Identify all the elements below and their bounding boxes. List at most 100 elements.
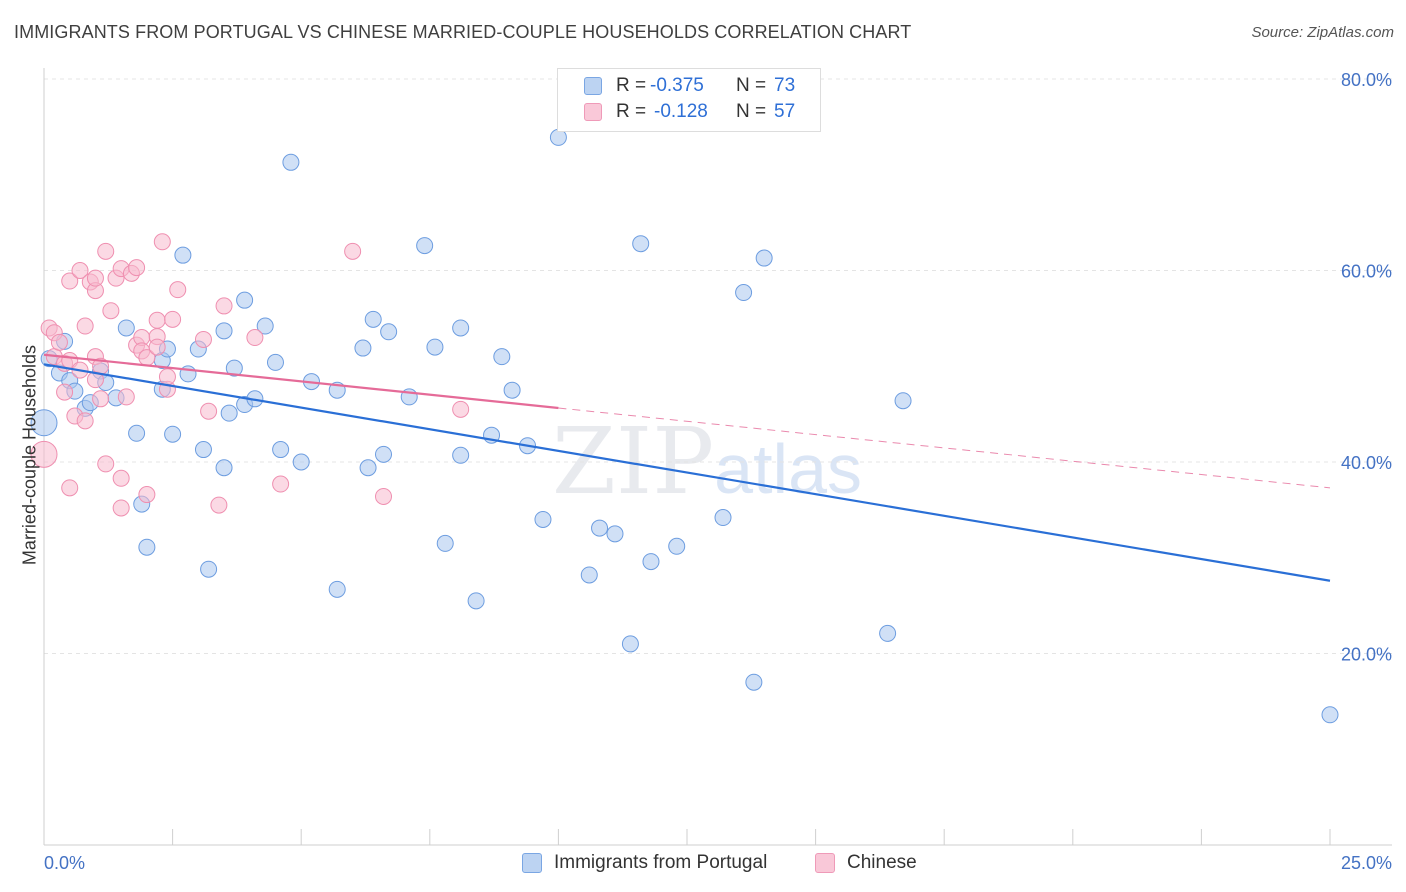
data-point-portugal — [894, 392, 912, 410]
data-point-chinese — [97, 242, 115, 260]
data-point-chinese — [117, 388, 135, 406]
data-point-chinese — [375, 487, 393, 505]
data-point-chinese — [452, 400, 470, 418]
data-point-portugal — [138, 538, 156, 556]
data-point-portugal — [215, 459, 233, 477]
data-point-chinese — [153, 233, 171, 251]
data-point-portugal — [117, 319, 135, 337]
data-point-portugal — [380, 323, 398, 341]
data-point-portugal — [364, 310, 382, 328]
data-point-portugal — [668, 537, 686, 555]
data-point-portugal — [1321, 706, 1339, 724]
data-point-portugal — [375, 445, 393, 463]
data-point-chinese — [50, 333, 68, 351]
data-point-portugal — [879, 624, 897, 642]
data-point-portugal — [452, 446, 470, 464]
data-point-portugal — [354, 339, 372, 357]
data-point-portugal — [493, 348, 511, 366]
data-point-portugal — [236, 291, 254, 309]
y-tick-label: 40.0% — [1341, 453, 1392, 473]
data-point-portugal — [534, 510, 552, 528]
trend-line-portugal — [43, 363, 1331, 582]
bottom-legend-swatch-chinese — [815, 853, 835, 873]
legend-n-label: N = — [736, 101, 767, 122]
data-point-portugal — [128, 424, 146, 442]
data-point-portugal — [503, 381, 521, 399]
data-point-portugal — [164, 425, 182, 443]
legend-swatch-portugal — [584, 77, 602, 95]
data-point-portugal — [359, 459, 377, 477]
data-point-portugal — [174, 246, 192, 264]
data-point-chinese — [200, 402, 218, 420]
data-point-chinese — [344, 242, 362, 260]
legend-r-value-portugal: -0.375 — [650, 75, 704, 96]
data-point-chinese — [215, 297, 233, 315]
y-axis-label: Married-couple Households — [19, 344, 40, 566]
data-point-chinese — [164, 310, 182, 328]
data-point-chinese — [76, 412, 94, 430]
correlation-legend: R = -0.375 N = 73 R = -0.128 N = 57 — [557, 68, 821, 132]
data-point-chinese — [61, 272, 79, 290]
data-point-chinese — [30, 440, 58, 468]
data-point-chinese — [97, 455, 115, 473]
data-point-portugal — [591, 519, 609, 537]
data-point-portugal — [215, 322, 233, 340]
data-point-chinese — [246, 329, 264, 347]
data-point-portugal — [580, 566, 598, 584]
legend-n-value-portugal: 73 — [774, 75, 796, 96]
data-point-chinese — [56, 383, 74, 401]
data-point-chinese — [102, 302, 120, 320]
legend-r-label: R = — [616, 75, 647, 96]
data-point-chinese — [148, 311, 166, 329]
data-point-chinese — [112, 469, 130, 487]
data-point-portugal — [621, 635, 639, 653]
data-point-portugal — [755, 249, 773, 267]
data-point-portugal — [282, 153, 300, 171]
data-point-portugal — [467, 592, 485, 610]
data-point-chinese — [138, 486, 156, 504]
data-point-chinese — [272, 475, 290, 493]
data-point-portugal — [328, 580, 346, 598]
trend-line-dashed-chinese — [558, 407, 1331, 489]
data-point-chinese — [61, 479, 79, 497]
bottom-legend-swatch-portugal — [522, 853, 542, 873]
legend-r-label: R = — [616, 101, 647, 122]
data-point-portugal — [606, 525, 624, 543]
data-point-portugal — [194, 441, 212, 459]
data-point-portugal — [642, 553, 660, 571]
data-point-portugal — [30, 409, 58, 437]
bottom-legend-label-portugal: Immigrants from Portugal — [554, 852, 768, 873]
legend-n-label: N = — [736, 75, 767, 96]
legend-r-value-chinese: -0.128 — [654, 101, 708, 122]
bottom-legend-label-chinese: Chinese — [847, 852, 917, 873]
data-point-portugal — [714, 509, 732, 527]
data-point-portugal — [200, 560, 218, 578]
legend-n-value-chinese: 57 — [774, 101, 796, 122]
legend-swatch-chinese — [584, 103, 602, 121]
data-point-portugal — [745, 673, 763, 691]
data-point-chinese — [169, 281, 187, 299]
data-point-chinese — [148, 338, 166, 356]
data-point-portugal — [452, 319, 470, 337]
trend-line-chinese — [43, 353, 559, 410]
data-point-portugal — [292, 453, 310, 471]
source-credit: Source: ZipAtlas.com — [1251, 24, 1394, 41]
data-point-portugal — [256, 317, 274, 335]
data-point-chinese — [92, 390, 110, 408]
x-tick-label: 25.0% — [1341, 853, 1392, 873]
x-tick-label: 0.0% — [44, 853, 85, 873]
data-point-chinese — [210, 496, 228, 514]
data-point-chinese — [112, 499, 130, 517]
data-point-chinese — [76, 317, 94, 335]
data-point-portugal — [416, 237, 434, 255]
data-point-portugal — [272, 441, 290, 459]
data-point-portugal — [220, 404, 238, 422]
chart-title: IMMIGRANTS FROM PORTUGAL VS CHINESE MARR… — [14, 22, 912, 42]
data-point-chinese — [158, 368, 176, 386]
data-point-chinese — [194, 330, 212, 348]
watermark: ZIPatlas — [552, 408, 862, 515]
y-tick-label: 20.0% — [1341, 645, 1392, 665]
data-point-chinese — [86, 269, 104, 287]
data-point-portugal — [632, 235, 650, 253]
